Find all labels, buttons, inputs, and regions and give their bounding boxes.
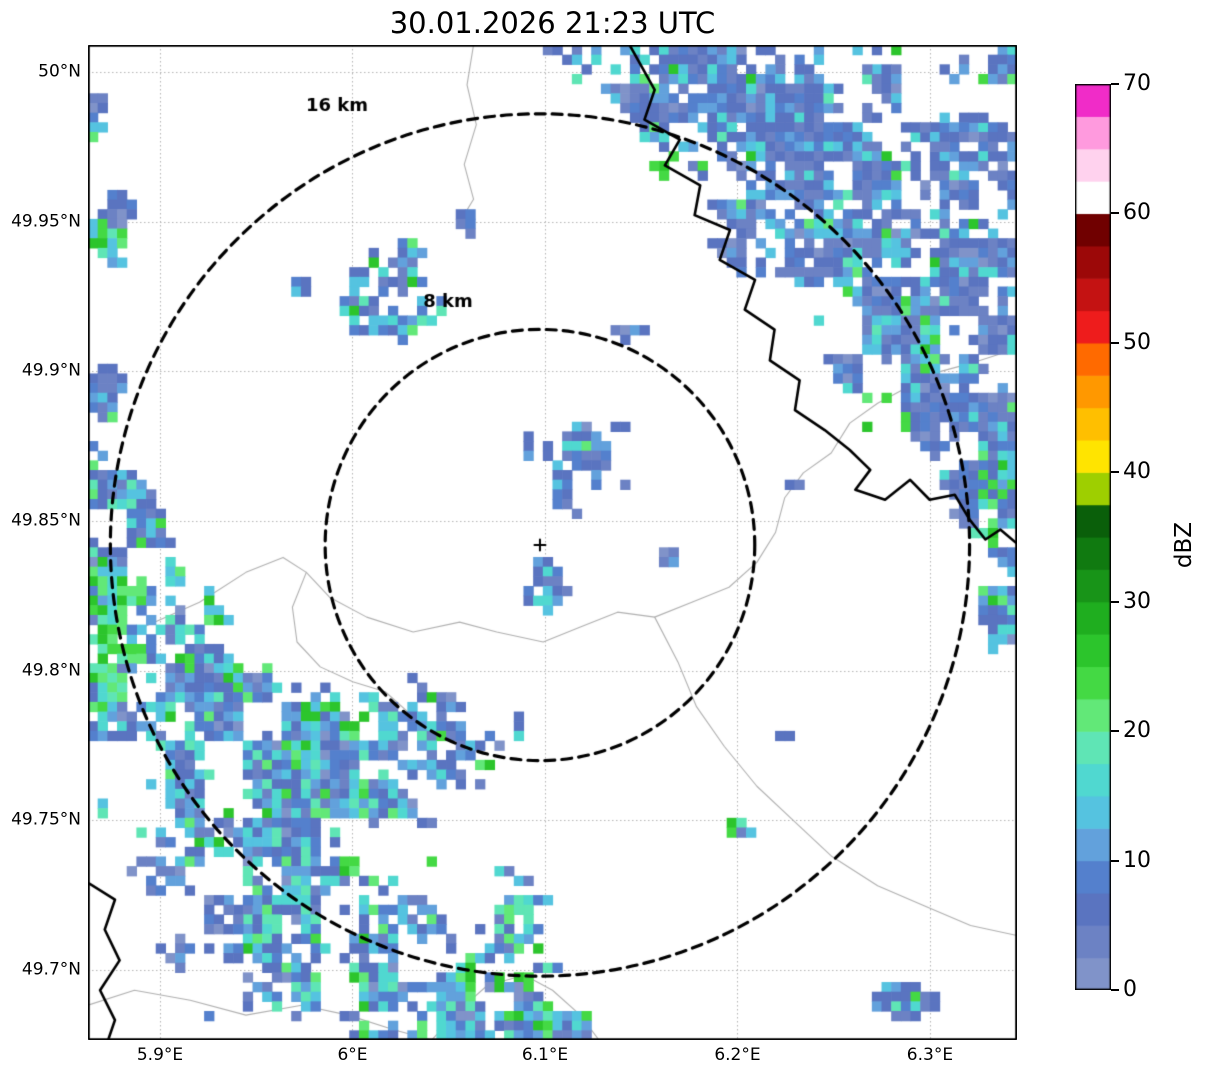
- x-tick-label: 6.3°E: [906, 1045, 954, 1065]
- x-tick-label: 6°E: [337, 1045, 368, 1065]
- colorbar-tick-label: 30: [1123, 588, 1151, 614]
- y-tick-label: 49.8°N: [21, 660, 81, 681]
- colorbar-tick-label: 40: [1123, 459, 1151, 485]
- colorbar-tick-label: 70: [1123, 71, 1151, 96]
- x-tick-label: 6.2°E: [714, 1045, 761, 1065]
- colorbar-tick-label: 20: [1123, 718, 1151, 744]
- colorbar-tick-label: 50: [1123, 329, 1151, 355]
- y-tick-label: 49.7°N: [21, 959, 81, 980]
- colorbar-label: dBZ: [1171, 521, 1197, 569]
- colorbar-tick-mark: [1111, 730, 1119, 733]
- y-tick-label: 49.75°N: [11, 809, 81, 830]
- colorbar-tick-mark: [1111, 600, 1119, 603]
- y-tick-label: 50°N: [38, 61, 81, 82]
- plot-title: 30.01.2026 21:23 UTC: [389, 6, 716, 40]
- colorbar-tick-mark: [1111, 989, 1119, 991]
- colorbar-tick-mark: [1111, 83, 1119, 85]
- y-tick-label: 49.95°N: [11, 211, 81, 232]
- colorbar-tick-label: 0: [1123, 977, 1137, 1002]
- y-tick-label: 49.9°N: [21, 360, 81, 381]
- colorbar-tick-mark: [1111, 859, 1119, 862]
- radar-map-canvas: [88, 45, 1017, 1040]
- colorbar-tick-mark: [1111, 212, 1119, 215]
- colorbar-canvas: [1075, 84, 1111, 990]
- colorbar-tick-label: 10: [1123, 847, 1151, 873]
- x-tick-label: 5.9°E: [136, 1045, 184, 1065]
- y-tick-label: 49.85°N: [11, 510, 81, 531]
- colorbar-tick-label: 60: [1123, 200, 1151, 226]
- x-tick-label: 6.1°E: [521, 1045, 569, 1065]
- colorbar-tick-mark: [1111, 341, 1119, 344]
- colorbar-tick-mark: [1111, 471, 1119, 474]
